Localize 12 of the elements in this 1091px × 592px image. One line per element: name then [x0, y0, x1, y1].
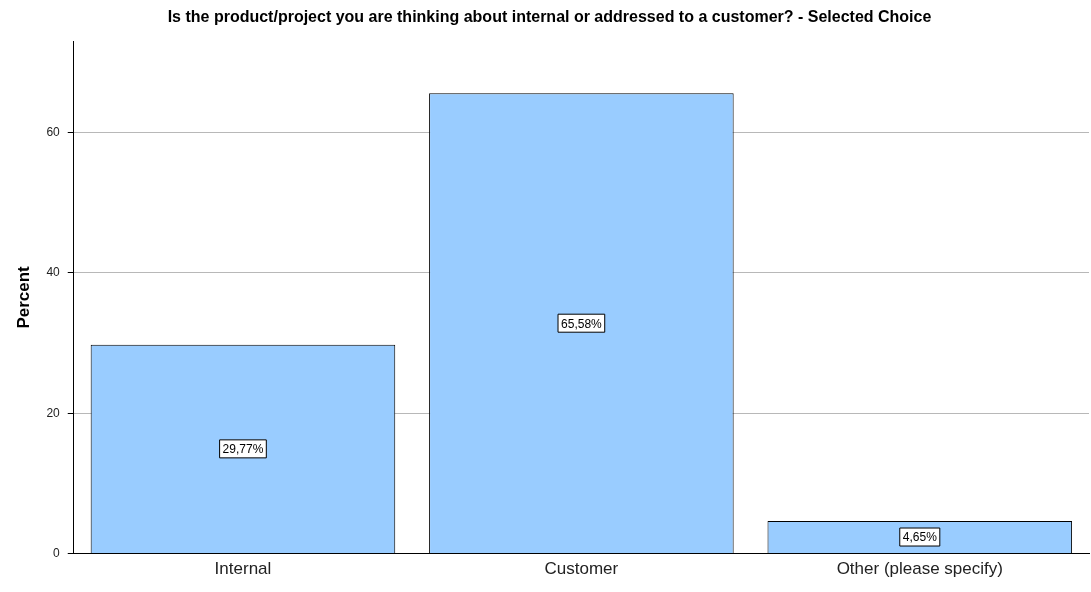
- data-label: 29,77%: [222, 442, 264, 457]
- chart-title: Is the product/project you are thinking about internal or addressed to a customer? - Selected Choice: [167, 8, 932, 26]
- y-tick-label: 20: [46, 405, 61, 420]
- y-tick-label: 60: [46, 124, 61, 139]
- data-label: 4,65%: [902, 530, 938, 545]
- x-tick-label: Customer: [544, 559, 619, 579]
- x-tick-label: Internal: [214, 559, 272, 579]
- x-tick-label: Other (please specify): [836, 559, 1003, 579]
- data-label: 65,58%: [561, 316, 603, 331]
- y-axis-title: Percent: [13, 265, 33, 329]
- y-tick-label: 40: [46, 265, 61, 280]
- y-tick-label: 0: [53, 545, 61, 560]
